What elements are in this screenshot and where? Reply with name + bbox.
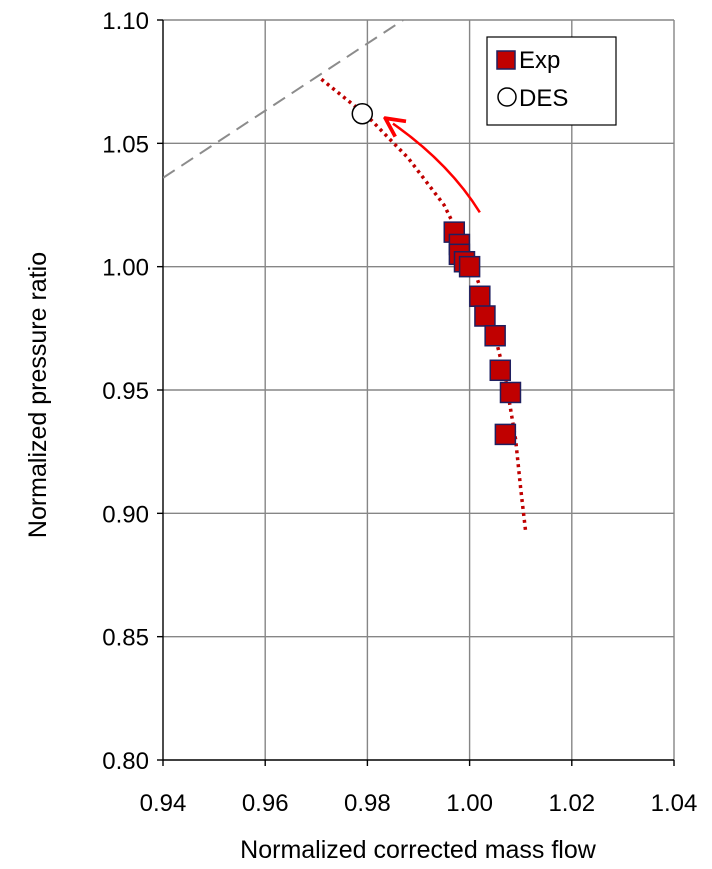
y-tick-label: 1.05	[102, 131, 149, 158]
x-tick-label: 1.00	[446, 790, 493, 817]
legend: Exp DES	[486, 36, 617, 126]
exp-point	[494, 423, 517, 446]
y-tick-label: 0.85	[102, 625, 149, 652]
y-tick-label: 0.95	[102, 378, 149, 405]
tick-labels: 0.94 0.96 0.98 1.00 1.02 1.04 0.80 0.85 0.90 0.95…	[102, 8, 697, 817]
y-tick-label: 0.90	[102, 501, 149, 528]
y-tick-label: 0.80	[102, 748, 149, 775]
exp-point	[489, 359, 512, 382]
data-points	[351, 102, 522, 446]
legend-des-marker	[497, 87, 517, 107]
grid	[163, 19, 675, 760]
annotation-arrow	[393, 124, 481, 214]
x-tick-label: 0.94	[140, 790, 187, 817]
x-tick-label: 0.96	[242, 790, 289, 817]
exp-point	[499, 381, 522, 404]
legend-exp-marker	[496, 50, 516, 70]
x-tick-label: 1.02	[548, 790, 595, 817]
exp-point	[484, 324, 506, 347]
x-axis-label: Normalized corrected mass flow	[240, 836, 597, 864]
exp-point	[458, 255, 481, 278]
legend-exp-label: Exp	[519, 47, 560, 74]
exp-point	[469, 285, 491, 308]
des-point	[351, 102, 374, 125]
exp-point	[474, 305, 496, 327]
lines	[163, 20, 528, 534]
x-tick-label: 1.04	[651, 790, 698, 817]
x-tick-label: 0.98	[344, 790, 391, 817]
y-tick-label: 1.10	[102, 8, 149, 35]
axes	[157, 19, 675, 766]
reference-dashed-line	[163, 20, 404, 179]
y-tick-label: 1.00	[102, 255, 149, 282]
legend-des-label: DES	[519, 85, 568, 112]
y-axis-label: Normalized pressure ratio	[24, 252, 52, 538]
